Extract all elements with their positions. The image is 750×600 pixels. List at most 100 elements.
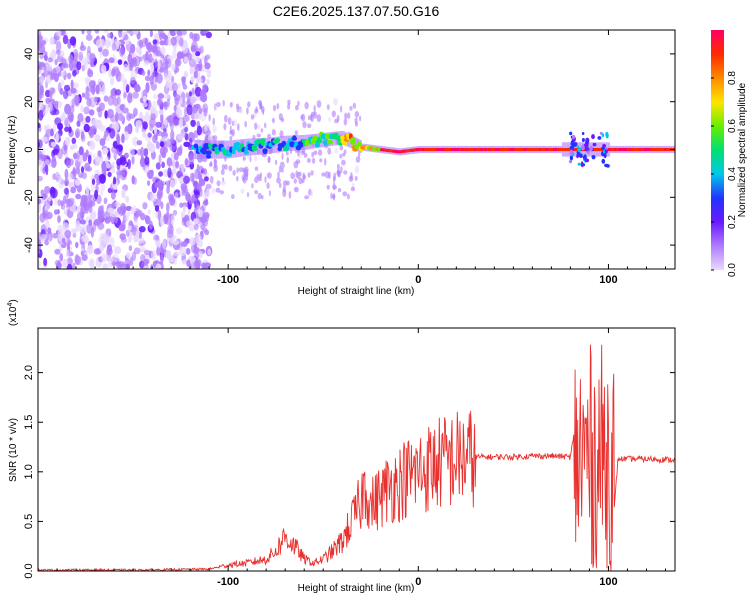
spectrogram-noise-cell	[143, 258, 150, 265]
spectrogram-noise-cell	[116, 206, 123, 215]
spectrogram-noise-cell	[61, 112, 66, 121]
spectrogram-noise-cell	[324, 171, 330, 179]
spectrogram-noise-cell	[118, 224, 126, 232]
spectrogram-noise-cell	[191, 172, 195, 184]
spectrogram-noise-cell	[191, 40, 198, 52]
spectrogram-noise-cell	[114, 58, 118, 64]
spectrogram-noise-cell	[110, 167, 116, 174]
snr-y-tick-label: 2.0	[23, 365, 35, 380]
spectrogram-noise-cell	[126, 30, 131, 34]
spectrogram-noise-cell	[181, 189, 188, 196]
spectrogram-noise-cell	[282, 180, 288, 187]
spectrogram-noise-cell	[86, 98, 92, 107]
spectrogram-noise-cell	[53, 109, 60, 116]
spectrogram-noise-cell	[172, 240, 180, 246]
spectrogram-noise-cell	[185, 193, 192, 202]
spectrogram-noise-cell	[202, 30, 209, 34]
spectrogram-noise-cell	[52, 123, 57, 133]
snr-y-tick-label: 1.0	[23, 464, 35, 479]
spectrogram-noise-cell	[188, 153, 195, 165]
spectrogram-noise-cell	[176, 105, 181, 116]
spectrogram-noise-cell	[260, 128, 264, 133]
spectrogram-noise-cell	[75, 167, 81, 175]
spectrogram-noise-cell	[216, 102, 221, 107]
spectrogram-noise-cell	[189, 32, 194, 39]
spectrogram-noise-cell	[104, 110, 108, 119]
spectrogram-noise-cell	[62, 195, 67, 205]
spectrogram-noise-cell	[116, 261, 122, 269]
spectrogram-noise-cell	[38, 109, 44, 121]
spectrogram-noise-cell	[47, 57, 54, 63]
spectrogram-noise-cell	[64, 168, 69, 180]
spectrogram-noise-cell	[250, 114, 255, 120]
spectrogram-noise-cell	[196, 63, 201, 69]
spectrogram-signal-cell	[286, 145, 290, 150]
spectrogram-noise-cell	[341, 159, 346, 166]
spectrogram-noise-cell	[38, 150, 43, 160]
spectrogram-noise-cell	[132, 30, 139, 35]
spectrogram-noise-cell	[120, 103, 126, 110]
spectrogram-noise-cell	[142, 131, 147, 138]
spectrogram-noise-cell	[61, 58, 67, 68]
spectrogram-noise-cell	[156, 196, 162, 208]
spectrogram-noise-cell	[71, 143, 78, 149]
spectrogram-noise-cell	[254, 122, 258, 130]
spectrogram-noise-cell	[311, 157, 316, 164]
spectrogram-noise-cell	[339, 154, 342, 159]
snr-y-axis-label: SNR (10 * v/v)	[8, 418, 19, 482]
spectrogram-noise-cell	[159, 146, 166, 156]
spectrogram-signal-cell	[350, 140, 356, 145]
spectrogram-noise-cell	[120, 237, 127, 243]
spectrogram-noise-cell	[334, 118, 339, 124]
spectrogram-noise-cell	[299, 152, 302, 159]
spectrogram-noise-cell	[199, 94, 204, 102]
spectrogram-noise-cell	[44, 159, 50, 165]
spectrogram-noise-cell	[254, 176, 259, 184]
spectrogram-noise-cell	[326, 104, 330, 110]
spectrogram-noise-cell	[81, 254, 88, 261]
spectrogram-noise-cell	[122, 81, 126, 93]
spectrogram-noise-cell	[52, 232, 59, 239]
spectrogram-noise-cell	[75, 241, 79, 249]
spectrogram-noise-cell	[242, 156, 246, 161]
spectrogram-noise-cell	[99, 124, 106, 132]
spectrogram-noise-cell	[190, 96, 197, 104]
spectrogram-noise-cell	[72, 232, 77, 238]
spectrogram-noise-cell	[68, 126, 72, 134]
spectrogram-noise-cell	[346, 193, 350, 200]
spectrogram-noise-cell	[204, 176, 209, 182]
spectrogram-noise-cell	[142, 95, 147, 103]
spectrogram-noise-cell	[138, 226, 146, 233]
spectrogram-noise-cell	[54, 248, 61, 255]
spectrogram-signal-cell	[292, 135, 297, 140]
spectrogram-burst-cell	[597, 136, 602, 140]
spectrogram-noise-cell	[72, 262, 76, 269]
spectrogram-signal-cell	[203, 143, 210, 148]
snr-series-line	[38, 344, 675, 571]
spectrogram-noise-cell	[66, 248, 70, 259]
spectrogram-noise-cell	[192, 104, 198, 114]
spectrogram-noise-cell	[171, 82, 178, 93]
spectrogram-noise-cell	[127, 159, 131, 170]
spectrogram-noise-cell	[287, 103, 291, 110]
spectrogram-burst-cell	[581, 144, 585, 151]
spectrogram-noise-cell	[336, 163, 340, 170]
spectrogram-noise-cell	[206, 78, 210, 85]
spectrogram-noise-cell	[103, 210, 110, 219]
spectrogram-noise-cell	[102, 147, 109, 155]
spectrogram-noise-cell	[258, 100, 262, 106]
snr-x-axis-label: Height of straight line (km)	[298, 583, 415, 594]
spectrogram-noise-cell	[145, 82, 150, 93]
spectrogram-noise-cell	[43, 257, 47, 267]
spectrogram-noise-cell	[78, 146, 84, 156]
spectrogram-noise-cell	[333, 98, 338, 106]
spectrogram-noise-cell	[340, 166, 343, 174]
spectrogram-noise-cell	[108, 57, 115, 64]
spectrogram-noise-cell	[133, 247, 141, 255]
spectrogram-noise-cell	[125, 84, 130, 93]
spectrogram-noise-cell	[97, 222, 105, 230]
snr-scale-close: )	[8, 299, 19, 302]
spectrogram-noise-cell	[38, 260, 41, 269]
spectrogram-noise-cell	[67, 257, 73, 266]
colorbar: 0.0 0.2 0.4 0.6 0.8 Normalized spectral ampl…	[711, 30, 748, 277]
